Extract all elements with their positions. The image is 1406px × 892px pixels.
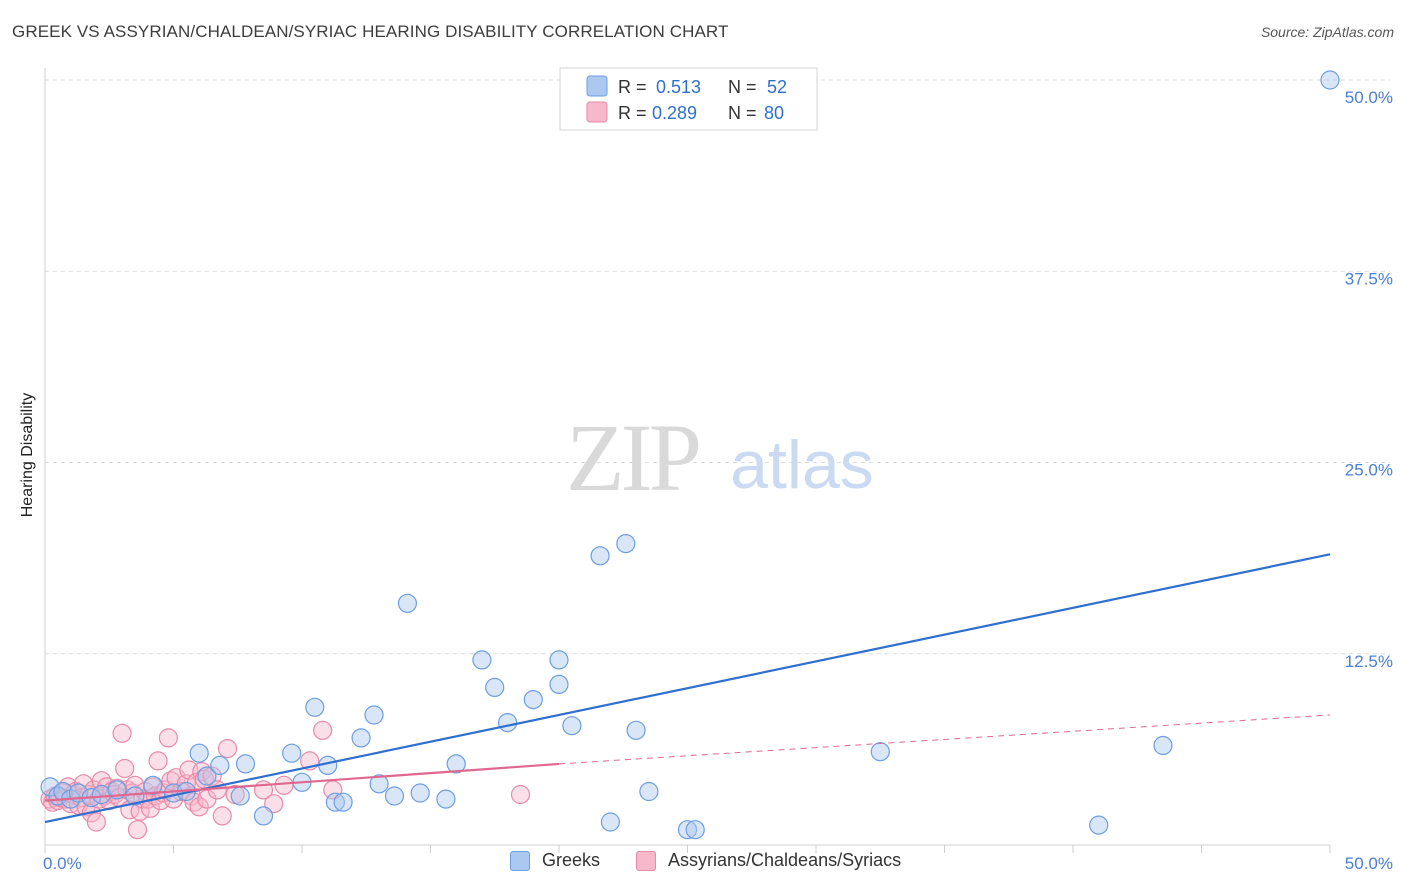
assyrian-point-62 bbox=[212, 806, 232, 826]
greek-point-37 bbox=[549, 650, 569, 670]
y-tick-label-1: 25.0% bbox=[1345, 461, 1393, 480]
chart-title: GREEK VS ASSYRIAN/CHALDEAN/SYRIAC HEARIN… bbox=[12, 22, 729, 41]
greek-point-17 bbox=[253, 806, 274, 826]
legend-item-greeks: Greeks bbox=[510, 850, 600, 871]
greek-point-35 bbox=[523, 689, 543, 710]
legend-label-assyrians: Assyrians/Chaldeans/Syriacs bbox=[668, 850, 902, 870]
greek-point-41 bbox=[616, 533, 636, 554]
assyrian-point-67 bbox=[274, 775, 294, 795]
greek-point-49 bbox=[1320, 70, 1340, 90]
legend-swatch-greek bbox=[586, 75, 608, 97]
greek-point-25 bbox=[364, 705, 384, 725]
greek-point-12 bbox=[189, 743, 209, 763]
x-tick-labels: 0.0% 50.0% bbox=[43, 854, 1393, 873]
assyrian-points bbox=[40, 720, 531, 840]
greek-point-29 bbox=[410, 783, 430, 803]
assyrian-point-46 bbox=[158, 728, 178, 748]
greek-point-20 bbox=[305, 697, 325, 717]
correlation-legend: R = 0.513 N = 52 R = 0.289 N = 80 bbox=[559, 67, 818, 131]
greek-point-46 bbox=[870, 742, 890, 762]
greek-point-36 bbox=[549, 674, 569, 695]
y-tick-label-0: 12.5% bbox=[1345, 652, 1393, 671]
greek-point-27 bbox=[384, 786, 405, 806]
assyrian-point-29 bbox=[115, 758, 135, 779]
legend-greek-r-label: R = bbox=[618, 77, 647, 97]
assyrian-point-18 bbox=[86, 812, 107, 832]
assyrian-point-63 bbox=[217, 738, 238, 759]
greek-point-15 bbox=[230, 786, 250, 806]
greek-point-44 bbox=[677, 820, 698, 840]
legend-assyrian-n-label: N = bbox=[728, 103, 757, 123]
y-tick-label-2: 37.5% bbox=[1345, 269, 1393, 288]
legend-greek-n-value: 52 bbox=[767, 77, 787, 97]
greek-point-47 bbox=[1089, 815, 1109, 835]
assyrian-point-71 bbox=[510, 784, 531, 805]
greek-point-14 bbox=[210, 755, 230, 776]
greek-point-43 bbox=[639, 781, 659, 802]
greek-point-28 bbox=[397, 593, 417, 613]
assyrian-trend-line bbox=[44, 762, 560, 802]
legend-swatch-assyrians bbox=[636, 850, 656, 871]
greek-point-38 bbox=[562, 716, 582, 736]
x-tick-label-0: 0.0% bbox=[43, 854, 82, 873]
legend-assyrian-n-value: 80 bbox=[764, 103, 784, 123]
assyrian-point-28 bbox=[112, 723, 132, 743]
trend-lines bbox=[44, 553, 1331, 824]
x-tick-label-1: 50.0% bbox=[1345, 854, 1393, 873]
greek-point-45 bbox=[685, 820, 705, 840]
watermark-atlas: atlas bbox=[730, 427, 874, 503]
greek-point-30 bbox=[436, 789, 456, 809]
greek-points bbox=[40, 70, 1340, 840]
assyrian-point-69 bbox=[313, 720, 333, 740]
greek-point-8 bbox=[125, 786, 145, 806]
assyrian-trend-extension bbox=[558, 714, 1331, 765]
greek-point-42 bbox=[626, 720, 646, 740]
greek-point-23 bbox=[333, 792, 353, 812]
legend-greek-n-label: N = bbox=[728, 77, 757, 97]
legend-assyrian-r-value: 0.289 bbox=[652, 103, 697, 123]
assyrian-point-34 bbox=[127, 820, 148, 840]
greek-trend-line bbox=[44, 553, 1331, 824]
greek-point-22 bbox=[325, 792, 345, 812]
assyrian-point-56 bbox=[189, 797, 209, 817]
greek-point-26 bbox=[369, 774, 389, 794]
greek-point-32 bbox=[472, 650, 492, 670]
y-tick-labels: 12.5% 25.0% 37.5% 50.0% bbox=[1345, 88, 1393, 671]
legend-label-greeks: Greeks bbox=[542, 850, 601, 870]
greek-point-24 bbox=[351, 728, 371, 748]
grid-lines bbox=[45, 79, 1390, 655]
greek-point-39 bbox=[590, 546, 610, 566]
greek-point-16 bbox=[235, 754, 256, 774]
source-label: Source: ZipAtlas.com bbox=[1260, 24, 1394, 40]
legend-greek-r-value: 0.513 bbox=[656, 77, 701, 97]
greek-point-2 bbox=[53, 781, 73, 802]
greek-point-13 bbox=[197, 766, 217, 786]
greek-point-34 bbox=[498, 712, 518, 733]
legend-swatch-assyrian bbox=[586, 101, 608, 123]
watermark: ZIP atlas bbox=[566, 404, 874, 511]
y-tick-label-3: 50.0% bbox=[1345, 88, 1393, 107]
greek-point-18 bbox=[282, 743, 302, 763]
greek-point-31 bbox=[446, 754, 466, 774]
legend-assyrian-r-label: R = bbox=[618, 103, 647, 123]
legend-item-assyrians: Assyrians/Chaldeans/Syriacs bbox=[636, 850, 901, 871]
greek-point-40 bbox=[600, 812, 621, 832]
greek-point-48 bbox=[1153, 735, 1173, 756]
legend-swatch-greeks bbox=[510, 850, 530, 871]
greek-point-33 bbox=[485, 677, 505, 698]
greek-point-9 bbox=[143, 775, 163, 795]
axes bbox=[44, 68, 1331, 853]
assyrian-point-42 bbox=[148, 751, 168, 771]
greek-point-6 bbox=[91, 784, 112, 805]
series-legend: Greeks Assyrians/Chaldeans/Syriacs bbox=[0, 850, 1406, 880]
watermark-zip: ZIP bbox=[566, 404, 699, 511]
